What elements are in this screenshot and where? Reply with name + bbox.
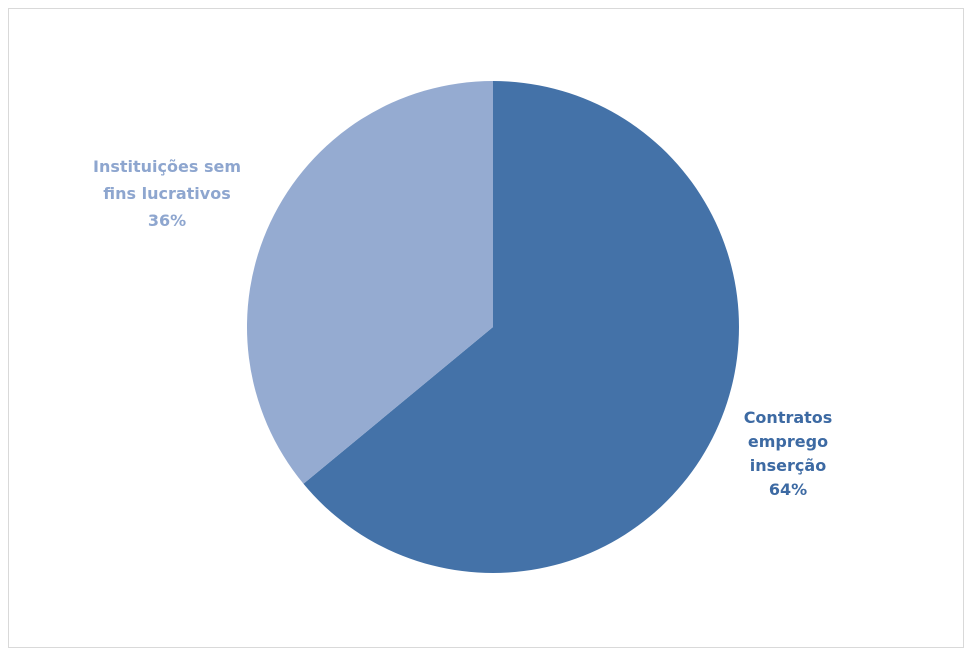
pie-chart: Contratos emprego inserção 64% Instituições … (93, 80, 832, 573)
pie-slice-label-1: Instituições sem fins lucrativos 36% (93, 157, 241, 230)
pie-slices (246, 80, 739, 573)
pie-slice-category-label: emprego (748, 432, 828, 451)
pie-slice-value-label: 36% (148, 211, 186, 230)
pie-slice-category-label: Instituições sem (93, 157, 241, 176)
pie-slice-value-label: 64% (769, 480, 807, 499)
pie-slice-category-label: Contratos (744, 408, 833, 427)
pie-slice-0 (303, 81, 739, 573)
pie-slice-category-label: fins lucrativos (103, 184, 230, 203)
pie-slice-label-0: Contratos emprego inserção 64% (744, 408, 833, 499)
pie-slice-category-label: inserção (750, 456, 826, 475)
pie-labels: Contratos emprego inserção 64% Instituições … (93, 157, 832, 499)
pie-slice-1 (246, 80, 493, 484)
